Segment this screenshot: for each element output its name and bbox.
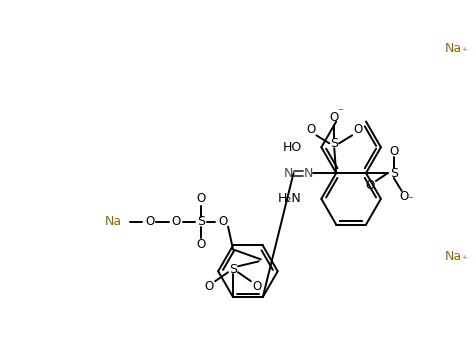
- Text: O: O: [389, 145, 398, 158]
- Text: S: S: [229, 263, 237, 276]
- Text: O: O: [145, 215, 154, 228]
- Text: S: S: [390, 167, 398, 180]
- Text: O: O: [399, 190, 408, 203]
- Text: Na: Na: [105, 215, 122, 228]
- Text: S: S: [330, 137, 338, 150]
- Text: O: O: [197, 192, 206, 205]
- Text: O: O: [366, 180, 375, 192]
- Text: Na: Na: [445, 41, 462, 55]
- Text: O: O: [354, 123, 363, 136]
- Text: O: O: [329, 111, 339, 124]
- Text: N: N: [284, 167, 293, 180]
- Text: ⁺: ⁺: [461, 47, 467, 57]
- Text: ⁻: ⁻: [337, 107, 343, 117]
- Text: O: O: [172, 215, 181, 228]
- Text: N: N: [304, 167, 313, 180]
- Text: H₂N: H₂N: [278, 192, 301, 205]
- Text: O: O: [205, 280, 214, 293]
- Text: ⁻: ⁻: [408, 195, 414, 205]
- Text: S: S: [197, 215, 205, 228]
- Text: O: O: [197, 238, 206, 251]
- Text: O: O: [218, 215, 228, 228]
- Text: O: O: [307, 123, 316, 136]
- Text: HO: HO: [282, 141, 301, 154]
- Text: ⁺: ⁺: [461, 255, 467, 265]
- Text: Na: Na: [445, 250, 462, 263]
- Text: O: O: [252, 280, 261, 293]
